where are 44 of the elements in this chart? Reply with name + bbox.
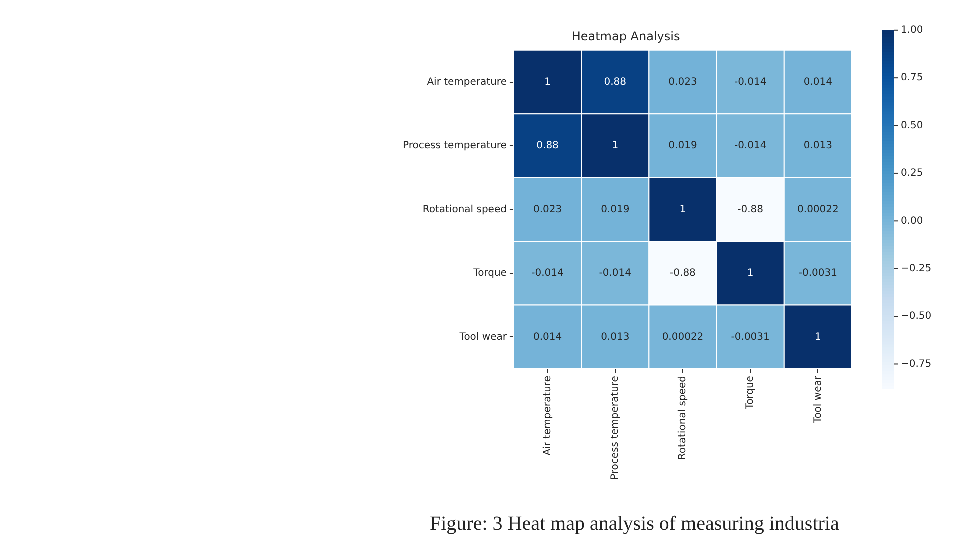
- data-label: -0.014: [599, 268, 632, 280]
- x-tick-label: Torque: [745, 376, 756, 410]
- y-tick-label: Torque: [472, 268, 507, 280]
- text: Figure: 3 Heat map analysis of measuring industria: [430, 513, 840, 535]
- data-label: -0.88: [670, 268, 696, 280]
- data-label: 0.019: [601, 204, 630, 216]
- color-bar-label: −0.50: [901, 311, 932, 322]
- data-label: 0.00022: [798, 204, 839, 216]
- y-tick-label: Rotational speed: [422, 204, 507, 216]
- y-tick-label: Air temperature: [427, 76, 507, 88]
- y-tick-label: Tool wear: [458, 332, 508, 343]
- y-tick-label: Process temperature: [402, 140, 507, 152]
- data-label: 1: [815, 332, 822, 343]
- data-label: 0.013: [601, 332, 630, 343]
- color-bar-label: 0.75: [901, 72, 924, 84]
- data-label: 1: [612, 140, 619, 152]
- data-label: 1: [747, 268, 754, 280]
- x-tick-label: Tool wear: [812, 375, 824, 424]
- data-label: -0.88: [738, 204, 764, 216]
- data-label: 0.88: [604, 76, 627, 88]
- data-label: 1: [680, 204, 686, 216]
- data-label: -0.0031: [731, 332, 770, 343]
- data-label: 0.88: [536, 140, 559, 152]
- color-bar-label: 1.00: [901, 24, 924, 36]
- color-bar-label: 0.25: [901, 168, 924, 180]
- chart-title: Heatmap Analysis: [572, 29, 680, 44]
- data-label: 0.013: [804, 140, 833, 152]
- data-label: 0.014: [804, 76, 833, 88]
- color-bar-label: 0.50: [901, 120, 924, 132]
- data-label: -0.0031: [798, 268, 838, 280]
- x-tick-label: Rotational speed: [678, 376, 689, 460]
- color-bar-label: −0.75: [901, 358, 932, 370]
- data-label: 1: [544, 76, 551, 88]
- data-label: -0.014: [532, 268, 564, 280]
- data-label: 0.014: [533, 332, 562, 343]
- data-label: -0.014: [734, 76, 767, 88]
- color-bar-label: −0.25: [901, 263, 932, 274]
- data-label: -0.014: [734, 140, 767, 152]
- data-label: 0.023: [533, 204, 562, 216]
- data-label: 0.019: [668, 140, 698, 152]
- x-tick-label: Process temperature: [610, 376, 621, 480]
- color-bar-label: 0.00: [901, 216, 924, 227]
- data-label: 0.00022: [662, 332, 704, 343]
- data-label: 0.023: [668, 76, 698, 88]
